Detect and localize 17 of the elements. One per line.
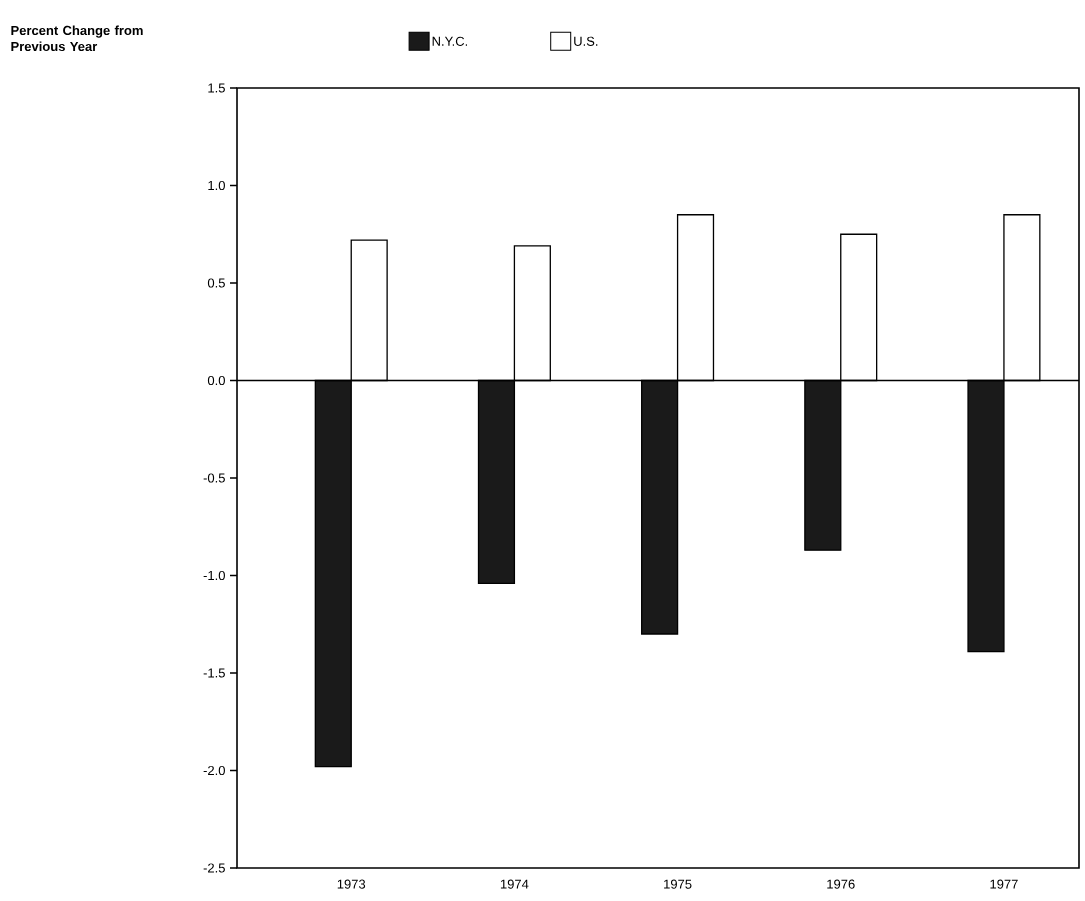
legend-label: U.S.: [574, 36, 598, 46]
legend-label: N.Y.C.: [432, 36, 468, 46]
y-tick-label: -2.0: [203, 765, 225, 776]
y-tick-label: 0.5: [207, 278, 225, 288]
x-tick-label: 1974: [500, 879, 529, 889]
x-tick-label: 1973: [337, 879, 366, 889]
y-tick-label: -1.5: [203, 668, 225, 678]
y-tick-label: -2.5: [203, 863, 225, 873]
text: Percent Change from Previous Year: [11, 25, 143, 52]
y-tick-label: 1.5: [208, 83, 225, 93]
x-tick-label: 1976: [827, 879, 855, 889]
y-tick-label: 0.0: [207, 375, 225, 386]
y-tick-label: -0.5: [203, 473, 225, 483]
x-tick-label: 1975: [664, 879, 692, 889]
x-tick-label: 1977: [990, 879, 1018, 889]
y-tick-label: 1.0: [208, 180, 225, 191]
y-tick-label: -1.0: [203, 570, 225, 581]
